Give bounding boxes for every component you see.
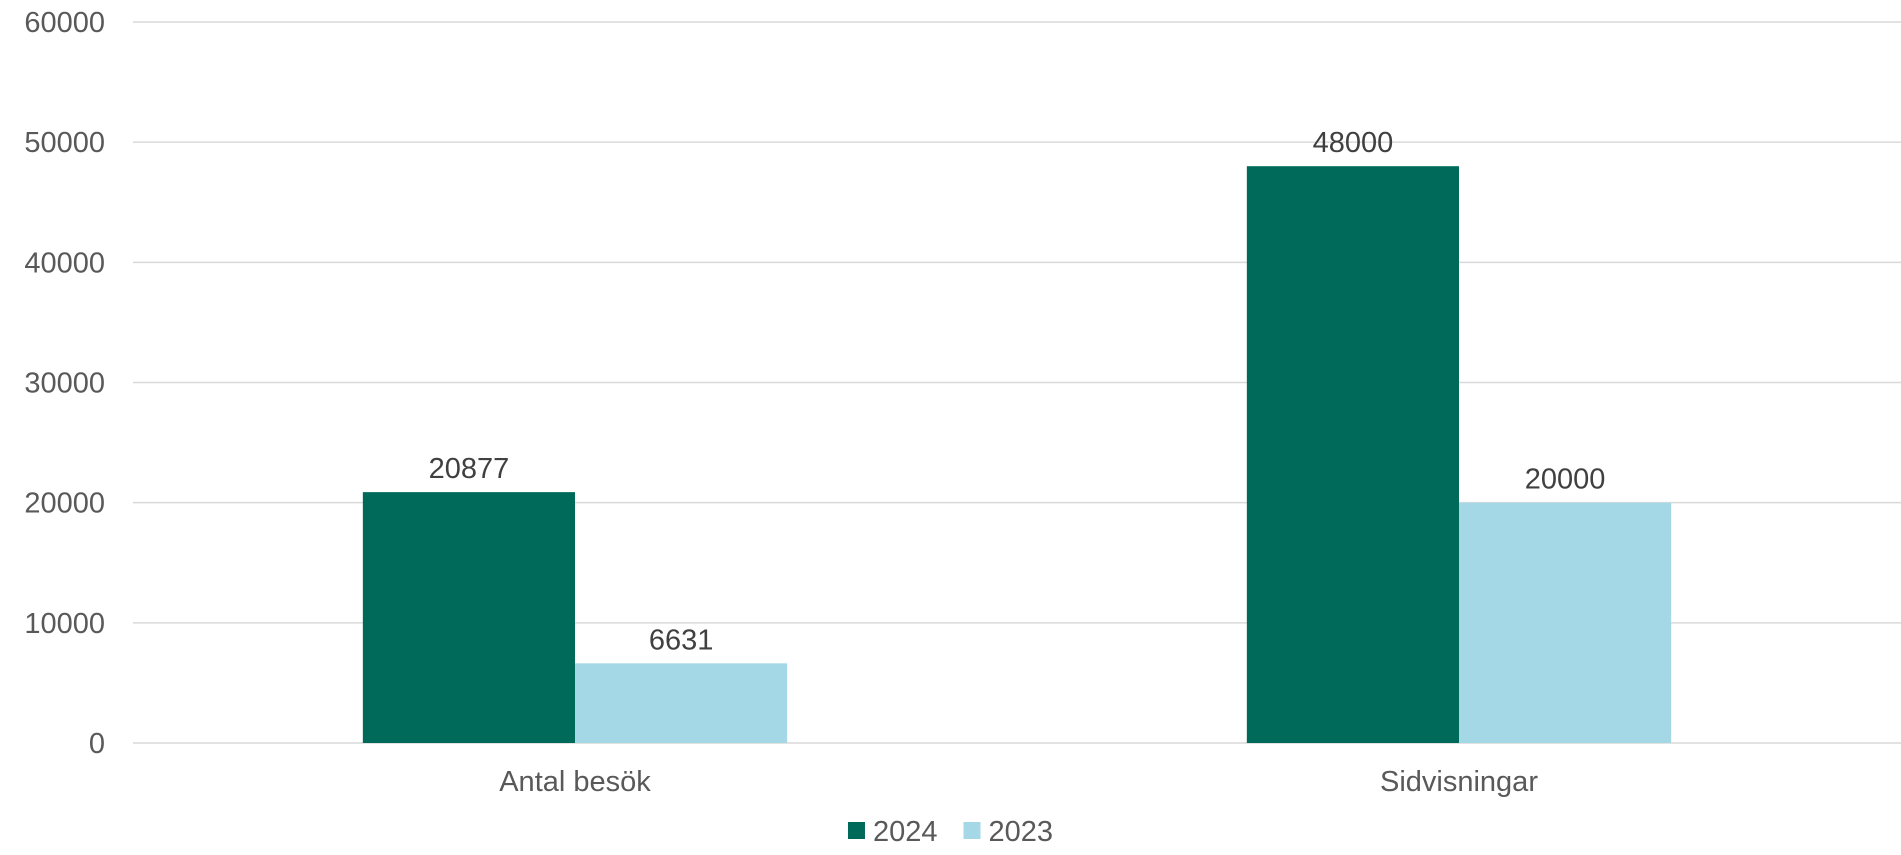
y-axis: 0 10000 20000 30000 40000 50000 60000: [24, 7, 105, 760]
legend-swatch: [963, 822, 981, 839]
x-axis: Antal besök Sidvisningar: [499, 766, 1538, 798]
bar-2024-2: [1246, 166, 1459, 743]
data-label: 20000: [1525, 464, 1606, 496]
legend-swatch: [847, 822, 865, 839]
data-label: 48000: [1313, 127, 1394, 159]
legend-label: 2024: [873, 816, 938, 848]
y-tick-label: 50000: [24, 127, 105, 159]
bar-2023-1: [575, 663, 788, 743]
y-tick-label: 10000: [24, 608, 105, 640]
bar-2023-2: [1459, 502, 1672, 743]
x-category-label: Sidvisningar: [1380, 766, 1538, 798]
legend-label: 2023: [989, 816, 1054, 848]
data-label: 6631: [649, 624, 714, 656]
data-labels: 20877 6631 48000 20000: [429, 127, 1606, 656]
data-label: 20877: [429, 453, 510, 485]
y-tick-label: 30000: [24, 368, 105, 400]
legend-item-2023: 2023: [963, 816, 1054, 848]
legend: 2024 2023: [847, 816, 1054, 848]
y-tick-label: 40000: [24, 247, 105, 279]
bars: [362, 166, 1672, 743]
x-category-label: Antal besök: [499, 766, 651, 798]
y-tick-label: 20000: [24, 488, 105, 520]
y-tick-label: 0: [89, 728, 105, 760]
bar-2024-1: [362, 492, 575, 743]
y-tick-label: 60000: [24, 7, 105, 39]
legend-item-2024: 2024: [847, 816, 938, 848]
